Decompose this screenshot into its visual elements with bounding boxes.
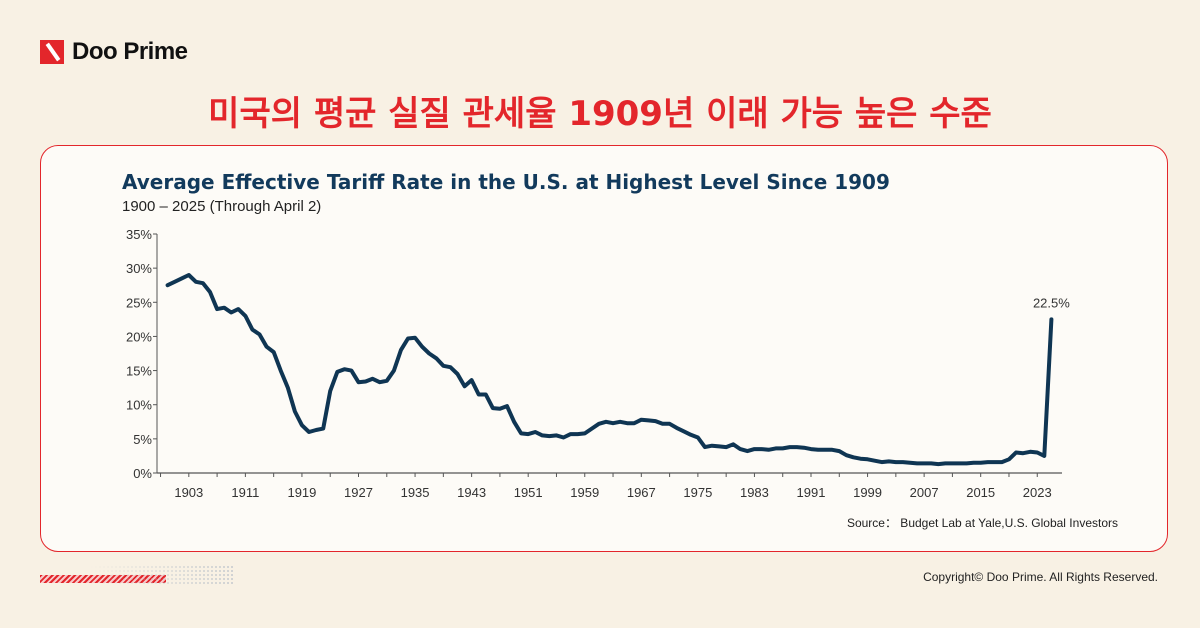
x-tick-label: 1911 (231, 485, 259, 500)
chart-card (40, 145, 1168, 552)
chart-source: Source： Budget Lab at Yale,U.S. Global I… (847, 516, 1118, 530)
x-tick-label: 1983 (740, 485, 769, 500)
copyright: Copyright© Doo Prime. All Rights Reserve… (923, 570, 1158, 584)
x-tick-label: 2015 (966, 485, 995, 500)
series-line (165, 273, 1054, 467)
y-tick-label: 5% (133, 432, 152, 447)
x-tick-label: 1903 (174, 485, 203, 500)
brand-name: Doo Prime (72, 38, 188, 65)
x-tick-label: 1943 (457, 485, 486, 500)
x-tick-label: 1991 (797, 485, 826, 500)
x-tick-label: 1927 (344, 485, 373, 500)
x-tick-label: 1975 (683, 485, 712, 500)
chart-title: Average Effective Tariff Rate in the U.S… (122, 170, 890, 194)
y-tick-label: 0% (133, 466, 152, 481)
x-tick-label: 1959 (570, 485, 599, 500)
x-tick-label: 2023 (1023, 485, 1052, 500)
headline: 미국의 평균 실질 관세율 1909년 이래 가능 높은 수준 (208, 94, 992, 134)
x-tick-label: 1919 (287, 485, 316, 500)
x-tick-label: 2007 (910, 485, 939, 500)
annotation-label: 22.5% (1033, 295, 1070, 310)
x-tick-label: 1935 (401, 485, 430, 500)
y-tick-label: 20% (126, 329, 152, 344)
x-tick-label: 1951 (514, 485, 543, 500)
y-tick-label: 10% (126, 398, 152, 413)
decorative-dots (90, 565, 235, 585)
y-tick-label: 30% (126, 261, 152, 276)
y-tick-label: 35% (126, 227, 152, 242)
x-tick-label: 1967 (627, 485, 656, 500)
y-tick-label: 25% (126, 295, 152, 310)
chart-subtitle: 1900 – 2025 (Through April 2) (122, 198, 321, 215)
brand-logo: Doo Prime (40, 38, 188, 66)
y-tick-label: 15% (126, 364, 152, 379)
x-tick-label: 1999 (853, 485, 882, 500)
doo-prime-logo-icon (40, 40, 64, 64)
